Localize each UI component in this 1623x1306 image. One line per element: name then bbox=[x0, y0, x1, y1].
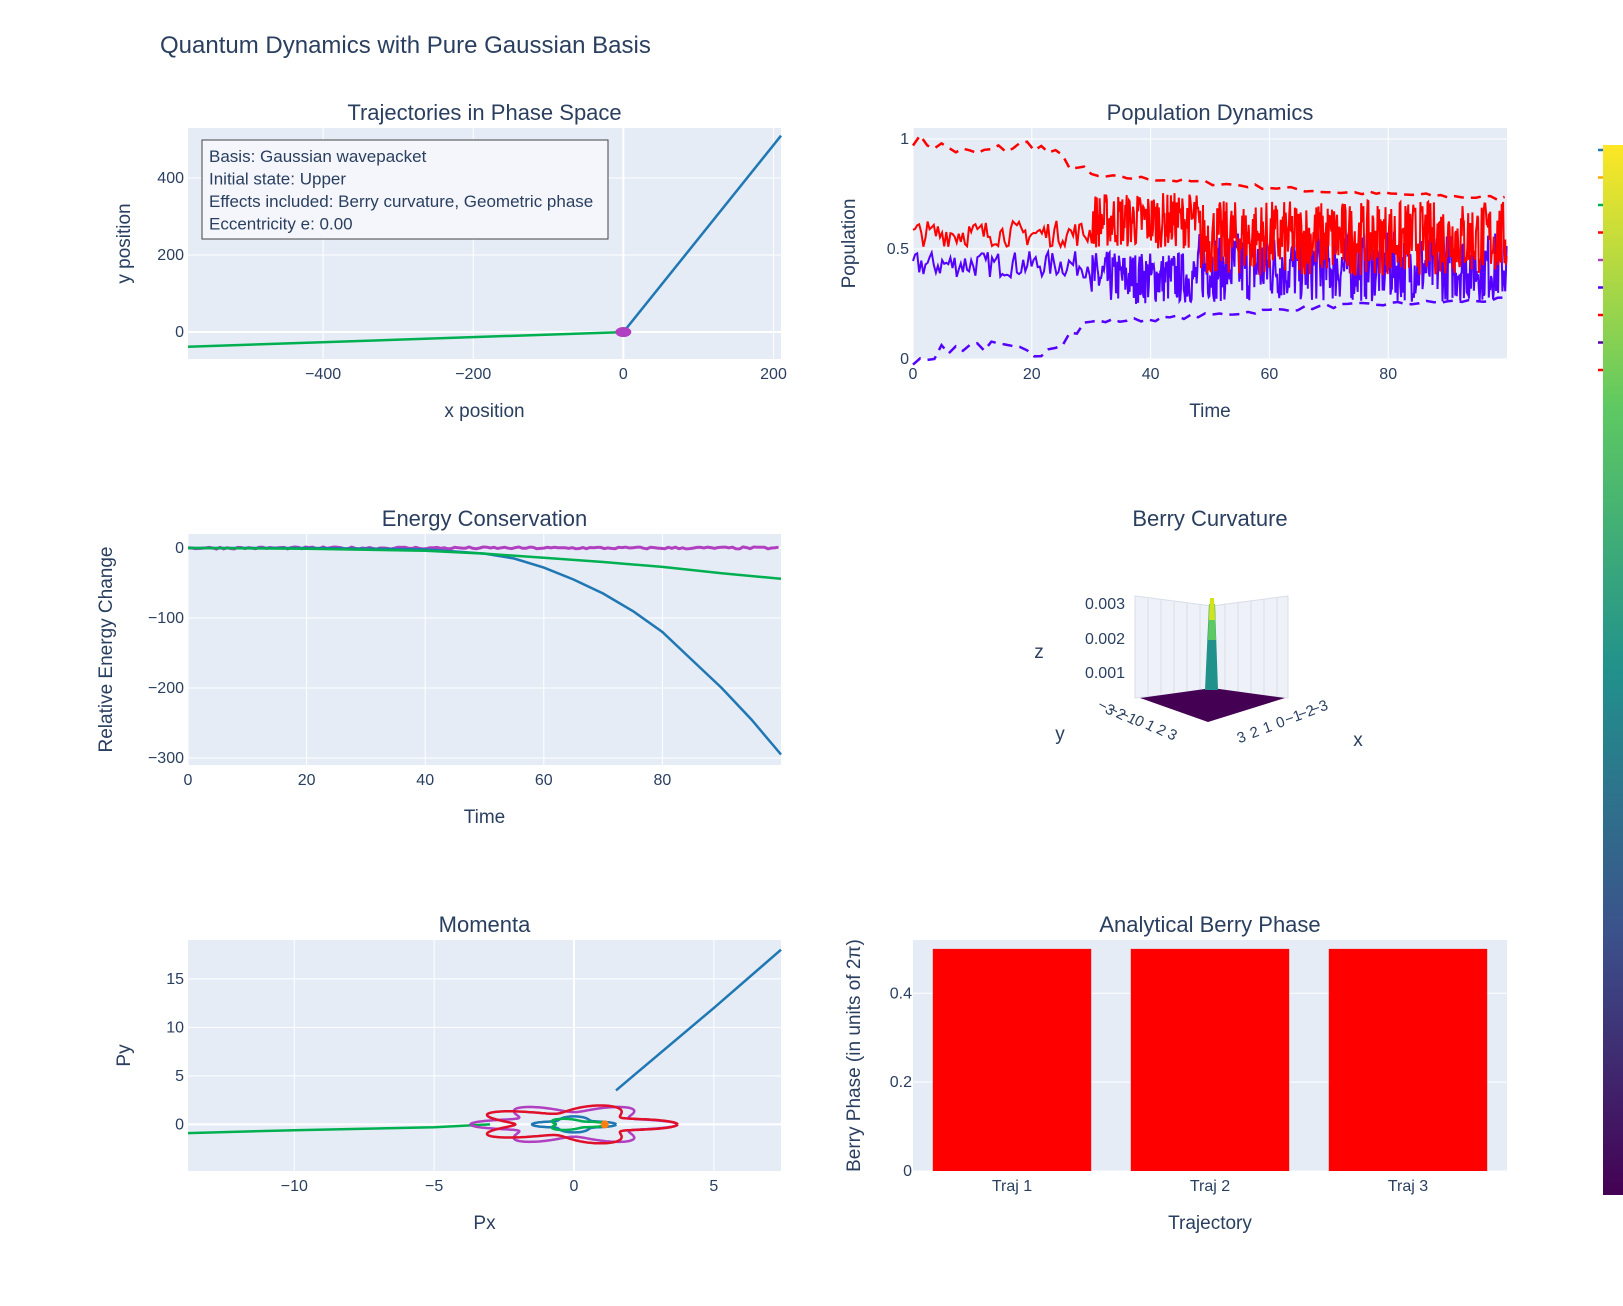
bars-y-tick-label: 0.2 bbox=[890, 1074, 912, 1091]
energy-x-tick-label: 60 bbox=[535, 772, 553, 789]
momenta-loop-red bbox=[485, 1104, 679, 1145]
energy-x-axis-label: Time bbox=[464, 807, 506, 828]
berry-z-tick-label: 0.002 bbox=[1085, 631, 1125, 648]
bars-y-tick-label: 0.4 bbox=[890, 985, 912, 1002]
population-x-tick-label: 0 bbox=[909, 366, 918, 383]
momenta-x-axis-label: Px bbox=[473, 1213, 496, 1234]
momenta-y-tick-label: 10 bbox=[166, 1019, 184, 1036]
phase-x-tick-label: −400 bbox=[305, 366, 341, 383]
momenta-x-tick-label: 5 bbox=[709, 1178, 718, 1195]
phase-x-tick-label: −200 bbox=[455, 366, 491, 383]
momenta-y-tick-label: 15 bbox=[166, 971, 184, 988]
berry-x-axis-label: x bbox=[1353, 730, 1363, 751]
phase-annotation-line: Eccentricity e: 0.00 bbox=[209, 215, 353, 234]
phase-y-tick-label: 0 bbox=[175, 324, 184, 341]
berry-x-tick-label: −1 bbox=[1283, 707, 1305, 729]
momenta-title: Momenta bbox=[439, 912, 531, 937]
berry-y-axis-label: y bbox=[1055, 724, 1065, 745]
phase-series-group bbox=[187, 134, 782, 348]
phase-title: Trajectories in Phase Space bbox=[347, 100, 621, 125]
population-x-axis-label: Time bbox=[1189, 401, 1231, 422]
population-y-axis-label: Population bbox=[839, 199, 860, 289]
bars-x-tick-label: Traj 2 bbox=[1190, 1178, 1230, 1195]
bars-y-tick-label: 0 bbox=[903, 1163, 912, 1180]
berry-x-tick-label: −3 bbox=[1309, 697, 1331, 719]
phase-annotation-box bbox=[201, 139, 609, 240]
population-y-tick-label: 0.5 bbox=[887, 241, 909, 258]
berry-x-tick-label: 1 bbox=[1261, 718, 1275, 737]
colorbar bbox=[1603, 145, 1623, 1195]
berry-x-tick-label: 2 bbox=[1248, 723, 1262, 742]
population-title: Population Dynamics bbox=[1107, 100, 1314, 125]
bars-x-tick-label: Traj 1 bbox=[992, 1178, 1032, 1195]
momenta-y-tick-label: 0 bbox=[175, 1116, 184, 1133]
berry-y-tick-label: −2 bbox=[1106, 701, 1129, 724]
momenta-loop-green bbox=[550, 1117, 608, 1132]
phase-origin-blob bbox=[615, 327, 632, 338]
berry-z-tick-label: 0.003 bbox=[1085, 596, 1125, 613]
energy-x-tick-label: 40 bbox=[416, 772, 434, 789]
momenta-loop-magenta bbox=[469, 1105, 679, 1144]
energy-y-tick-label: −200 bbox=[148, 680, 184, 697]
phase-annotation-line: Initial state: Upper bbox=[209, 170, 346, 189]
phase-x-tick-label: 200 bbox=[760, 366, 787, 383]
berry-title: Berry Curvature bbox=[1132, 506, 1287, 531]
bars-x-tick-label: Traj 3 bbox=[1388, 1178, 1428, 1195]
phase-series-line-1 bbox=[622, 134, 782, 333]
phase-series-line-2 bbox=[187, 330, 624, 348]
berry-y-tick-label: −1 bbox=[1117, 706, 1140, 729]
momenta-series-line-1 bbox=[615, 948, 782, 1092]
bars-y-axis-label: Berry Phase (in units of 2π) bbox=[844, 939, 865, 1172]
energy-y-tick-label: 0 bbox=[175, 540, 184, 557]
momenta-series-line-2 bbox=[187, 1123, 491, 1135]
berry-z-axis-label: z bbox=[1034, 642, 1044, 663]
energy-x-tick-label: 80 bbox=[654, 772, 672, 789]
phase-y-axis-label: y position bbox=[114, 203, 135, 283]
momenta-center-marker bbox=[600, 1120, 609, 1129]
phase-x-tick-label: 0 bbox=[619, 366, 628, 383]
momenta-x-tick-label: −5 bbox=[425, 1178, 443, 1195]
berry-y-tick-label: −3 bbox=[1095, 697, 1118, 720]
energy-title: Energy Conservation bbox=[382, 506, 587, 531]
berry-x-tick-label: −2 bbox=[1296, 702, 1318, 724]
bar-3 bbox=[1328, 948, 1488, 1171]
population-y-tick-label: 0 bbox=[900, 351, 909, 368]
energy-y-tick-label: −300 bbox=[148, 750, 184, 767]
momenta-x-tick-label: −10 bbox=[281, 1178, 308, 1195]
bar-2 bbox=[1130, 948, 1290, 1171]
phase-y-tick-label: 200 bbox=[157, 247, 184, 264]
berry-surface-base bbox=[1140, 688, 1285, 722]
momenta-y-tick-label: 5 bbox=[175, 1068, 184, 1085]
momenta-x-tick-label: 0 bbox=[570, 1178, 579, 1195]
population-y-tick-label: 1 bbox=[900, 131, 909, 148]
population-x-tick-label: 20 bbox=[1023, 366, 1041, 383]
population-x-tick-label: 60 bbox=[1261, 366, 1279, 383]
momenta-loop-blue bbox=[530, 1115, 618, 1134]
main-title: Quantum Dynamics with Pure Gaussian Basi… bbox=[160, 32, 651, 59]
energy-x-tick-label: 20 bbox=[298, 772, 316, 789]
momenta-y-axis-label: Py bbox=[114, 1044, 135, 1067]
phase-annotation-line: Effects included: Berry curvature, Geome… bbox=[209, 192, 593, 211]
population-upper-oscillation bbox=[912, 193, 1508, 277]
population-x-tick-label: 80 bbox=[1379, 366, 1397, 383]
population-envelope-2 bbox=[912, 296, 1505, 366]
energy-plot-area bbox=[188, 534, 781, 765]
berry-x-tick-label: 3 bbox=[1235, 728, 1249, 747]
energy-y-tick-label: −100 bbox=[148, 610, 184, 627]
bar-1 bbox=[932, 948, 1092, 1171]
berry-z-tick-label: 0.001 bbox=[1085, 665, 1125, 682]
energy-series-line-2 bbox=[187, 546, 782, 581]
berry-spike-tip bbox=[1209, 598, 1215, 620]
population-envelope-1 bbox=[911, 133, 1506, 202]
population-x-tick-label: 40 bbox=[1142, 366, 1160, 383]
phase-annotation-line: Basis: Gaussian wavepacket bbox=[209, 147, 427, 166]
bars-title: Analytical Berry Phase bbox=[1099, 912, 1320, 937]
energy-x-tick-label: 0 bbox=[184, 772, 193, 789]
momenta-plot-area bbox=[188, 940, 781, 1171]
phase-y-tick-label: 400 bbox=[157, 170, 184, 187]
bars-x-axis-label: Trajectory bbox=[1168, 1213, 1252, 1234]
energy-y-axis-label: Relative Energy Change bbox=[96, 547, 117, 753]
phase-x-axis-label: x position bbox=[444, 401, 524, 422]
